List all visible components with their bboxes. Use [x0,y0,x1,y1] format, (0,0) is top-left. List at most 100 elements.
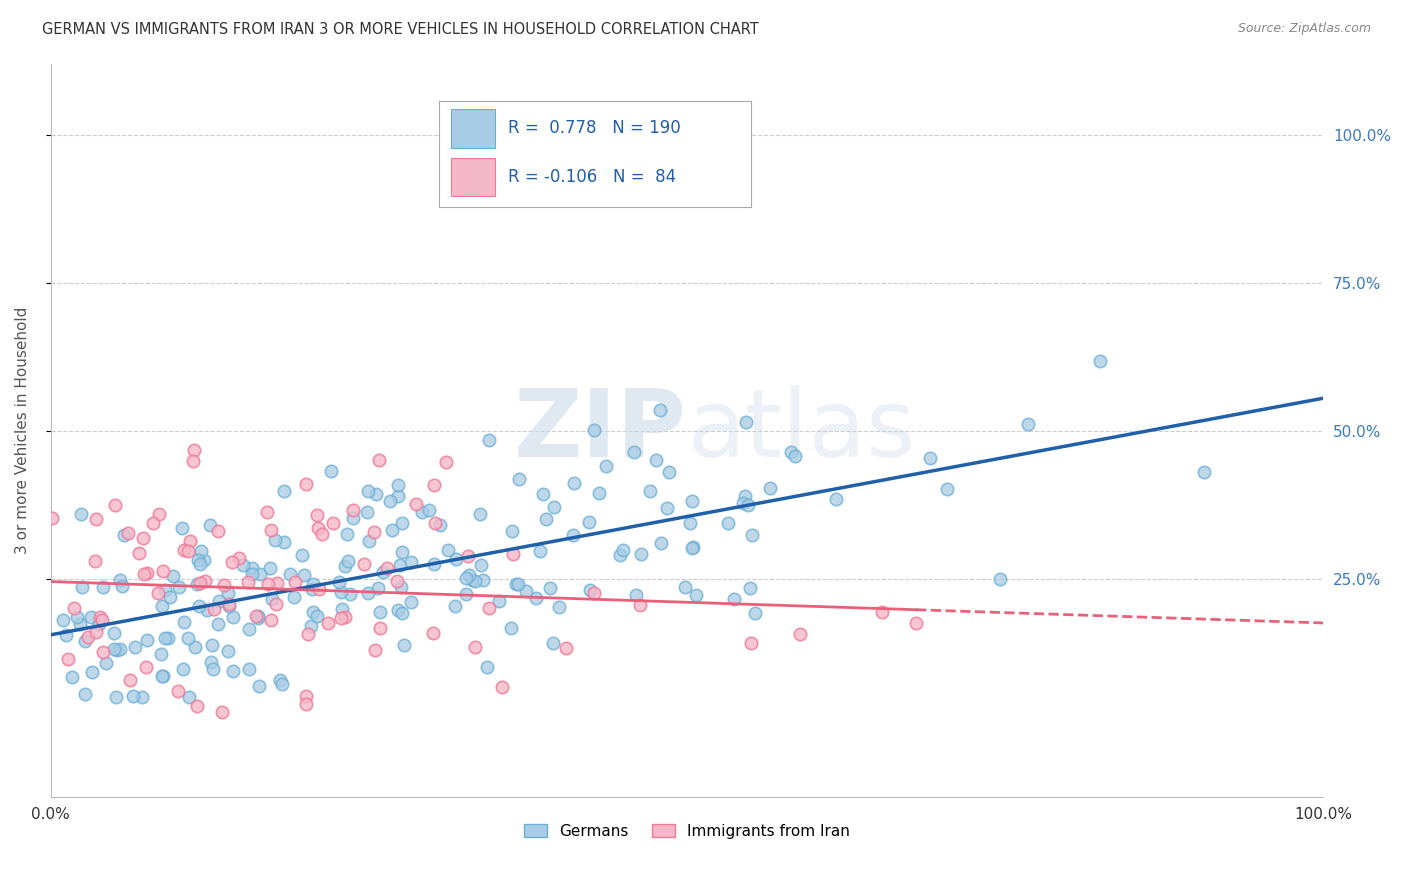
Immigrants from Iran [311,527,333,541]
Germans [273,483,295,498]
Germans [110,579,132,593]
Immigrants from Iran [202,602,225,616]
Germans [195,603,218,617]
Germans [371,566,394,580]
Germans [91,580,114,594]
Immigrants from Iran [173,542,195,557]
Immigrants from Iran [789,627,811,641]
Germans [222,664,245,678]
Germans [170,521,193,535]
Germans [208,593,231,607]
Immigrants from Iran [266,575,288,590]
Y-axis label: 3 or more Vehicles in Household: 3 or more Vehicles in Household [15,307,30,555]
Immigrants from Iran [117,526,139,541]
Immigrants from Iran [93,645,115,659]
Germans [399,595,422,609]
Germans [650,403,672,417]
Immigrants from Iran [353,557,375,571]
Germans [207,616,229,631]
Immigrants from Iran [104,498,127,512]
Immigrants from Iran [295,477,318,491]
Germans [188,599,211,613]
Germans [232,558,254,573]
Immigrants from Iran [56,652,79,666]
Germans [186,576,208,591]
Immigrants from Iran [128,545,150,559]
Germans [94,656,117,670]
Immigrants from Iran [422,478,444,492]
Germans [60,671,83,685]
Germans [579,583,602,598]
Germans [508,472,530,486]
Immigrants from Iran [134,567,156,582]
Germans [80,610,103,624]
Text: Source: ZipAtlas.com: Source: ZipAtlas.com [1237,22,1371,36]
Immigrants from Iran [628,598,651,612]
Immigrants from Iran [77,631,100,645]
Germans [150,669,173,683]
Germans [291,548,314,562]
Immigrants from Iran [464,640,486,655]
Germans [247,680,270,694]
Germans [457,568,479,582]
Germans [609,549,631,563]
Germans [731,496,754,510]
Germans [582,423,605,437]
Germans [121,689,143,703]
Germans [66,610,89,624]
Germans [169,580,191,594]
Immigrants from Iran [183,442,205,457]
Immigrants from Iran [295,697,318,711]
Germans [55,628,77,642]
Immigrants from Iran [368,621,391,635]
Germans [679,516,702,530]
Immigrants from Iran [194,574,217,589]
Germans [273,535,295,549]
Immigrants from Iran [131,531,153,545]
Germans [506,576,529,591]
Immigrants from Iran [256,577,278,591]
Germans [152,668,174,682]
Immigrants from Iran [870,605,893,619]
Germans [399,555,422,569]
Germans [685,588,707,602]
Germans [515,583,537,598]
Immigrants from Iran [905,615,928,630]
Germans [162,568,184,582]
Germans [156,631,179,645]
Germans [475,660,498,674]
Immigrants from Iran [218,597,240,611]
Immigrants from Iran [330,610,353,624]
Germans [177,632,200,646]
Immigrants from Iran [62,601,84,615]
Germans [391,606,413,620]
Immigrants from Iran [582,586,605,600]
Immigrants from Iran [120,673,142,688]
Germans [307,609,329,624]
Germans [249,566,271,581]
Immigrants from Iran [405,498,427,512]
Germans [149,648,172,662]
Germans [75,687,97,701]
Germans [630,547,652,561]
Germans [242,567,264,582]
Immigrants from Iran [183,454,205,468]
Germans [389,558,412,572]
Germans [319,464,342,478]
Immigrants from Iran [425,516,447,530]
Germans [259,560,281,574]
Germans [478,434,501,448]
Germans [501,524,523,538]
Immigrants from Iran [305,508,328,523]
Immigrants from Iran [740,636,762,650]
Germans [368,606,391,620]
Germans [444,599,467,614]
Germans [269,673,291,687]
Immigrants from Iran [135,660,157,674]
Germans [264,533,287,547]
Germans [394,638,416,652]
Germans [108,573,131,587]
Germans [69,616,91,631]
Germans [330,585,353,599]
Germans [187,552,209,566]
